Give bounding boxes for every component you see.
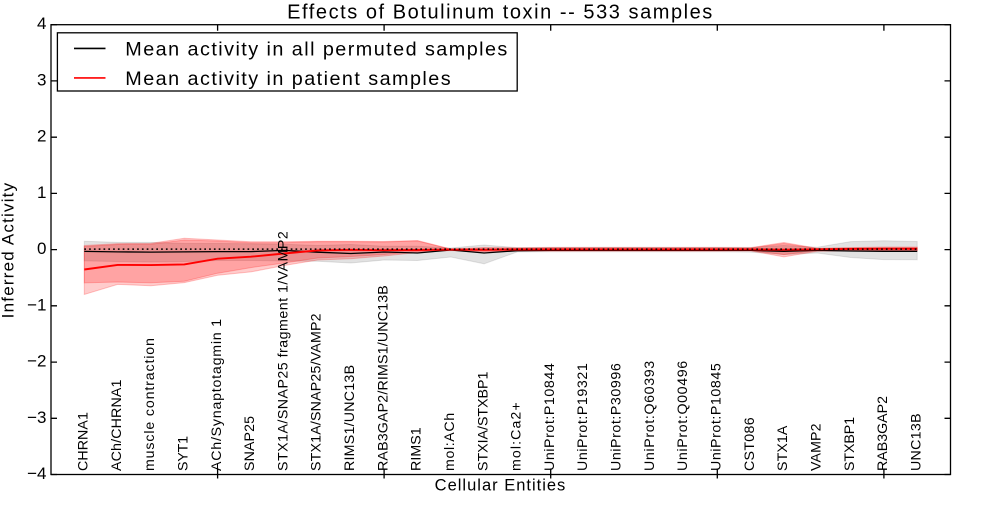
- svg-text:RIMS1: RIMS1: [409, 427, 425, 471]
- svg-text:ACh/CHRNA1: ACh/CHRNA1: [109, 379, 125, 471]
- svg-text:mol:Ca2+: mol:Ca2+: [509, 401, 525, 471]
- svg-text:UniProt:Q00496: UniProt:Q00496: [675, 360, 691, 471]
- svg-text:SYT1: SYT1: [176, 436, 192, 471]
- svg-text:RAB3GAP2/RIMS1/UNC13B: RAB3GAP2/RIMS1/UNC13B: [375, 285, 391, 471]
- svg-text:STXBP1: STXBP1: [842, 417, 858, 471]
- svg-text:UniProt:P19321: UniProt:P19321: [575, 363, 591, 471]
- svg-text:−1: −1: [27, 295, 46, 314]
- svg-text:Cellular Entities: Cellular Entities: [435, 477, 567, 495]
- svg-text:1: 1: [37, 183, 46, 202]
- svg-text:mol:ACh: mol:ACh: [442, 412, 458, 471]
- svg-text:STXIA/STXBP1: STXIA/STXBP1: [475, 372, 491, 471]
- svg-text:−2: −2: [27, 352, 46, 371]
- svg-text:RIMS1/UNC13B: RIMS1/UNC13B: [342, 365, 358, 471]
- svg-text:2: 2: [37, 127, 46, 146]
- svg-text:UniProt:P30996: UniProt:P30996: [609, 363, 625, 471]
- svg-text:Mean activity in all permuted: Mean activity in all permuted samples: [125, 38, 508, 60]
- svg-text:CHRNA1: CHRNA1: [76, 412, 92, 471]
- svg-text:STX1A: STX1A: [775, 425, 791, 471]
- svg-text:RAB3GAP2: RAB3GAP2: [875, 396, 891, 471]
- svg-text:UniProt:P10844: UniProt:P10844: [542, 363, 558, 471]
- svg-text:CST086: CST086: [742, 417, 758, 471]
- svg-text:SNAP25: SNAP25: [242, 416, 258, 471]
- svg-text:Inferred Activity: Inferred Activity: [0, 182, 18, 319]
- svg-text:4: 4: [37, 14, 46, 33]
- svg-text:UniProt:Q60393: UniProt:Q60393: [642, 360, 658, 471]
- svg-text:UniProt:P10845: UniProt:P10845: [709, 363, 725, 471]
- svg-text:VAMP2: VAMP2: [808, 423, 824, 471]
- svg-text:Effects of Botulinum toxin --: Effects of Botulinum toxin -- 533 sample…: [287, 1, 714, 23]
- svg-text:ACh/Synaptotagmin 1: ACh/Synaptotagmin 1: [209, 318, 225, 471]
- svg-text:STX1A/SNAP25/VAMP2: STX1A/SNAP25/VAMP2: [309, 313, 325, 471]
- svg-text:STX1A/SNAP25 fragment 1/VAMP2: STX1A/SNAP25 fragment 1/VAMP2: [275, 231, 291, 471]
- svg-text:−4: −4: [27, 464, 46, 483]
- svg-text:muscle contraction: muscle contraction: [142, 337, 158, 471]
- svg-text:−3: −3: [27, 408, 46, 427]
- svg-text:Mean activity in patient sampl: Mean activity in patient samples: [125, 68, 452, 90]
- svg-text:0: 0: [37, 239, 46, 258]
- svg-text:3: 3: [37, 70, 46, 89]
- svg-text:UNC13B: UNC13B: [908, 413, 924, 471]
